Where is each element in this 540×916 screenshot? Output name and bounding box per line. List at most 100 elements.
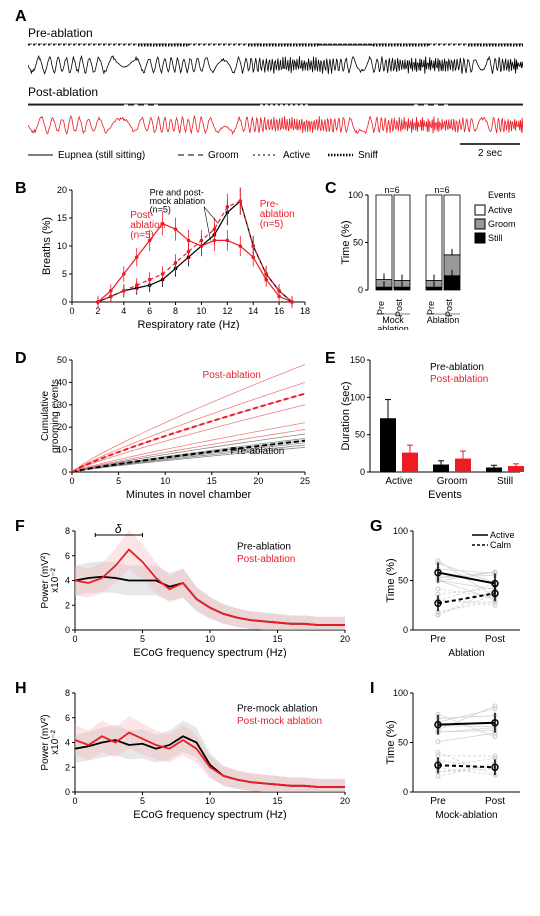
svg-text:15: 15 bbox=[207, 476, 217, 486]
svg-text:0: 0 bbox=[62, 297, 67, 307]
svg-text:4: 4 bbox=[65, 738, 70, 748]
panel-d-label: D bbox=[15, 350, 27, 368]
svg-text:Ablation: Ablation bbox=[427, 315, 460, 325]
svg-text:0: 0 bbox=[69, 476, 74, 486]
svg-text:Groom: Groom bbox=[208, 150, 239, 161]
svg-text:Active: Active bbox=[385, 476, 413, 487]
svg-text:50: 50 bbox=[398, 576, 408, 586]
svg-text:0: 0 bbox=[360, 467, 365, 477]
svg-text:8: 8 bbox=[173, 306, 178, 316]
svg-text:(n=5): (n=5) bbox=[260, 219, 284, 230]
svg-text:Events: Events bbox=[428, 489, 462, 500]
panel-e-chart: 050100150Duration (sec)ActiveGroomStillE… bbox=[340, 355, 525, 500]
svg-text:5: 5 bbox=[140, 796, 145, 806]
svg-text:Active: Active bbox=[283, 150, 311, 161]
panel-c-chart: 050100Time (%)PrePostPrePostn=6n=6Mockab… bbox=[340, 185, 525, 330]
svg-text:Post: Post bbox=[485, 634, 505, 645]
svg-text:5: 5 bbox=[62, 269, 67, 279]
svg-text:Still: Still bbox=[488, 233, 503, 243]
panel-g-label: G bbox=[370, 518, 382, 536]
svg-text:0: 0 bbox=[69, 306, 74, 316]
svg-text:8: 8 bbox=[65, 526, 70, 536]
svg-text:50: 50 bbox=[355, 430, 365, 440]
svg-text:15: 15 bbox=[272, 796, 282, 806]
svg-text:20: 20 bbox=[57, 185, 67, 195]
svg-text:16: 16 bbox=[274, 306, 284, 316]
svg-text:Calm: Calm bbox=[490, 540, 511, 550]
svg-text:10: 10 bbox=[205, 634, 215, 644]
svg-text:6: 6 bbox=[147, 306, 152, 316]
svg-text:20: 20 bbox=[253, 476, 263, 486]
pre-ablation-title: Pre-ablation bbox=[28, 26, 93, 40]
svg-text:Groom: Groom bbox=[437, 476, 468, 487]
svg-text:100: 100 bbox=[393, 526, 408, 536]
svg-text:Post-mock ablation: Post-mock ablation bbox=[237, 716, 322, 727]
svg-text:Sniff: Sniff bbox=[358, 150, 378, 161]
pre-event-bar bbox=[28, 42, 523, 48]
svg-text:6: 6 bbox=[65, 713, 70, 723]
svg-text:Minutes in novel chamber: Minutes in novel chamber bbox=[126, 489, 252, 500]
svg-text:0: 0 bbox=[65, 625, 70, 635]
svg-text:150: 150 bbox=[350, 355, 365, 365]
panel-h-label: H bbox=[15, 680, 27, 698]
svg-text:100: 100 bbox=[350, 392, 365, 402]
svg-text:n=6: n=6 bbox=[434, 185, 449, 195]
svg-text:20: 20 bbox=[340, 634, 350, 644]
svg-text:(n=5): (n=5) bbox=[130, 230, 154, 241]
panel-a-label: A bbox=[15, 8, 27, 26]
svg-text:ECoG frequency spectrum (Hz): ECoG frequency spectrum (Hz) bbox=[133, 647, 286, 658]
svg-text:Active: Active bbox=[490, 530, 515, 540]
svg-text:ECoG frequency spectrum (Hz): ECoG frequency spectrum (Hz) bbox=[133, 809, 286, 820]
panel-h-chart: 0510152002468ECoG frequency spectrum (Hz… bbox=[40, 685, 350, 820]
svg-text:Post: Post bbox=[485, 796, 505, 807]
svg-text:Pre-ablation: Pre-ablation bbox=[230, 446, 284, 457]
svg-text:Pre-mock ablation: Pre-mock ablation bbox=[237, 704, 318, 715]
svg-text:2: 2 bbox=[65, 762, 70, 772]
svg-text:x10⁻²: x10⁻² bbox=[50, 567, 61, 592]
svg-text:Ablation: Ablation bbox=[448, 648, 484, 658]
svg-text:Pre: Pre bbox=[430, 796, 446, 807]
svg-text:0: 0 bbox=[72, 634, 77, 644]
svg-text:Pre: Pre bbox=[426, 301, 436, 315]
svg-text:25: 25 bbox=[300, 476, 310, 486]
svg-text:18: 18 bbox=[300, 306, 310, 316]
svg-text:ablation: ablation bbox=[377, 324, 409, 330]
svg-text:x10⁻²: x10⁻² bbox=[50, 729, 61, 754]
svg-text:100: 100 bbox=[393, 688, 408, 698]
svg-text:14: 14 bbox=[248, 306, 258, 316]
svg-text:5: 5 bbox=[116, 476, 121, 486]
svg-text:Pre: Pre bbox=[376, 301, 386, 315]
post-ablation-title: Post-ablation bbox=[28, 85, 98, 99]
svg-text:50: 50 bbox=[57, 355, 67, 365]
panel-i-chart: 050100Time (%)PrePostMock-ablation bbox=[385, 685, 525, 820]
svg-text:Groom: Groom bbox=[488, 219, 516, 229]
svg-text:Duration (sec): Duration (sec) bbox=[340, 381, 352, 450]
svg-text:(n=5): (n=5) bbox=[150, 204, 171, 214]
svg-text:δ: δ bbox=[115, 523, 122, 536]
svg-text:0: 0 bbox=[358, 285, 363, 295]
svg-text:0: 0 bbox=[403, 787, 408, 797]
svg-text:15: 15 bbox=[57, 213, 67, 223]
svg-text:Time (%): Time (%) bbox=[385, 720, 397, 764]
svg-text:0: 0 bbox=[62, 467, 67, 477]
svg-text:Eupnea (still sitting): Eupnea (still sitting) bbox=[58, 150, 145, 161]
svg-text:0: 0 bbox=[72, 796, 77, 806]
panel-e-label: E bbox=[325, 350, 336, 368]
svg-text:Post-ablation: Post-ablation bbox=[202, 370, 260, 381]
panel-f-label: F bbox=[15, 518, 25, 536]
panel-a-legend: Eupnea (still sitting) Groom Active Snif… bbox=[28, 148, 468, 165]
svg-text:8: 8 bbox=[65, 688, 70, 698]
svg-text:10: 10 bbox=[160, 476, 170, 486]
svg-text:Post-ablation: Post-ablation bbox=[430, 374, 488, 385]
svg-text:100: 100 bbox=[348, 190, 363, 200]
svg-text:Pre: Pre bbox=[430, 634, 446, 645]
svg-text:Time (%): Time (%) bbox=[340, 220, 352, 264]
svg-text:Active: Active bbox=[488, 205, 513, 215]
svg-text:Mock-ablation: Mock-ablation bbox=[435, 810, 497, 820]
panel-i-label: I bbox=[370, 680, 374, 698]
svg-text:n=6: n=6 bbox=[384, 185, 399, 195]
svg-text:2: 2 bbox=[65, 600, 70, 610]
svg-text:Pre-ablation: Pre-ablation bbox=[430, 362, 484, 373]
svg-text:Time (%): Time (%) bbox=[385, 558, 397, 602]
svg-text:Breaths (%): Breaths (%) bbox=[41, 217, 53, 275]
